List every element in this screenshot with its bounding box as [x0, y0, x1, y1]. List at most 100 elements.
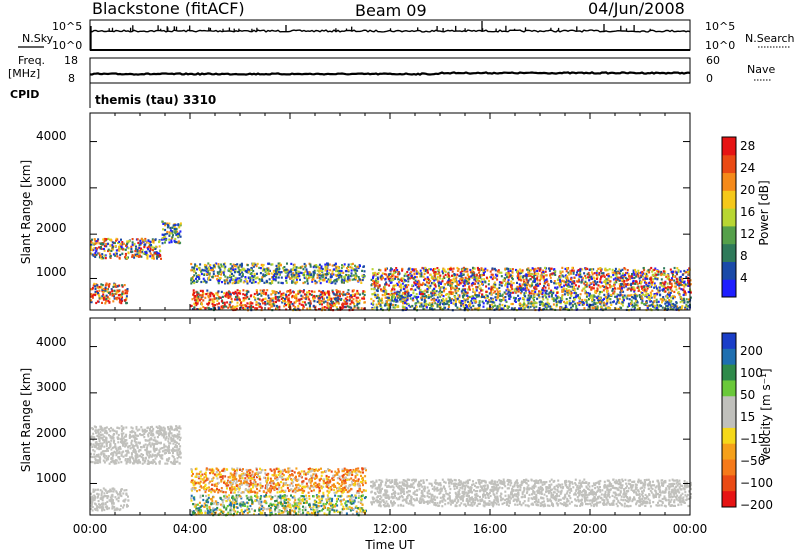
data-cell: [234, 305, 237, 308]
data-cell: [640, 271, 642, 274]
data-cell: [120, 298, 123, 301]
data-cell: [293, 264, 296, 267]
data-cell: [373, 285, 376, 288]
data-cell: [491, 273, 494, 276]
data-cell: [625, 279, 628, 282]
data-cell: [651, 283, 653, 286]
data-cell: [463, 266, 465, 269]
data-cell: [581, 289, 584, 292]
data-cell: [679, 308, 682, 311]
data-cell: [124, 252, 127, 256]
data-cell: [472, 266, 474, 269]
data-cell: [321, 267, 324, 271]
power-cb-swatch: [722, 154, 736, 174]
data-cell: [280, 276, 283, 279]
data-cell: [152, 239, 155, 242]
data-cell: [517, 294, 520, 297]
data-cell: [239, 292, 242, 295]
data-cell: [666, 296, 669, 299]
data-cell: [648, 268, 651, 271]
data-cell: [228, 281, 231, 284]
data-cell: [392, 294, 395, 297]
data-cell: [217, 282, 220, 285]
data-cell: [404, 290, 407, 293]
data-cell: [119, 298, 122, 301]
data-cell: [116, 255, 119, 258]
data-cell: [167, 444, 170, 447]
data-cell: [551, 272, 554, 275]
data-cell: [464, 267, 467, 270]
data-cell: [444, 287, 447, 290]
data-cell: [333, 304, 336, 307]
data-cell: [681, 277, 684, 280]
data-cell: [584, 284, 587, 287]
data-cell: [441, 280, 444, 283]
data-cell: [603, 279, 606, 282]
data-cell: [312, 277, 315, 281]
data-cell: [314, 305, 317, 308]
data-cell: [650, 276, 652, 279]
data-cell: [105, 243, 108, 246]
data-cell: [567, 278, 569, 281]
data-cell: [514, 297, 517, 300]
data-cell: [292, 272, 295, 275]
data-cell: [102, 238, 105, 241]
data-cell: [109, 255, 112, 258]
data-cell: [522, 278, 525, 281]
data-cell: [660, 272, 663, 275]
data-cell: [447, 281, 450, 284]
data-cell: [474, 308, 477, 311]
data-cell: [540, 277, 543, 280]
data-cell: [595, 271, 598, 274]
data-cell: [179, 222, 182, 225]
data-cell: [90, 241, 93, 244]
data-cell: [267, 294, 270, 297]
data-cell: [512, 296, 515, 299]
data-cell: [306, 278, 309, 281]
data-cell: [212, 301, 215, 304]
data-cell: [537, 284, 540, 287]
data-cell: [101, 290, 104, 293]
data-cell: [600, 269, 603, 272]
data-cell: [599, 286, 602, 289]
data-cell: [504, 299, 507, 302]
data-cell: [174, 230, 177, 233]
data-cell: [590, 288, 593, 291]
data-cell: [519, 305, 522, 308]
data-cell: [178, 226, 181, 229]
data-cell: [287, 269, 290, 272]
data-cell: [110, 439, 113, 442]
data-cell: [118, 256, 121, 259]
data-cell: [545, 296, 548, 299]
data-cell: [505, 276, 508, 279]
data-cell: [377, 300, 380, 303]
data-cell: [329, 303, 332, 306]
data-cell: [634, 306, 636, 309]
data-cell: [679, 280, 682, 283]
data-cell: [585, 301, 588, 304]
data-cell: [196, 291, 199, 294]
data-cell: [241, 271, 244, 274]
data-cell: [549, 268, 552, 271]
data-cell: [227, 306, 230, 309]
data-cell: [258, 280, 261, 283]
data-cell: [350, 301, 353, 304]
data-cell: [391, 293, 394, 296]
data-cell: [90, 455, 93, 458]
data-cell: [406, 289, 409, 292]
data-cell: [570, 306, 573, 309]
data-cell: [204, 269, 207, 272]
data-cell: [455, 276, 458, 279]
data-cell: [478, 300, 481, 303]
data-cell: [519, 292, 522, 295]
data-cell: [230, 306, 233, 309]
data-cell: [433, 298, 435, 301]
data-cell: [425, 302, 428, 306]
data-cell: [590, 268, 593, 271]
data-cell: [266, 299, 269, 302]
data-cell: [423, 295, 426, 298]
data-cell: [547, 293, 550, 296]
data-cell: [509, 269, 512, 272]
data-cell: [671, 272, 674, 275]
data-cell: [122, 242, 125, 245]
